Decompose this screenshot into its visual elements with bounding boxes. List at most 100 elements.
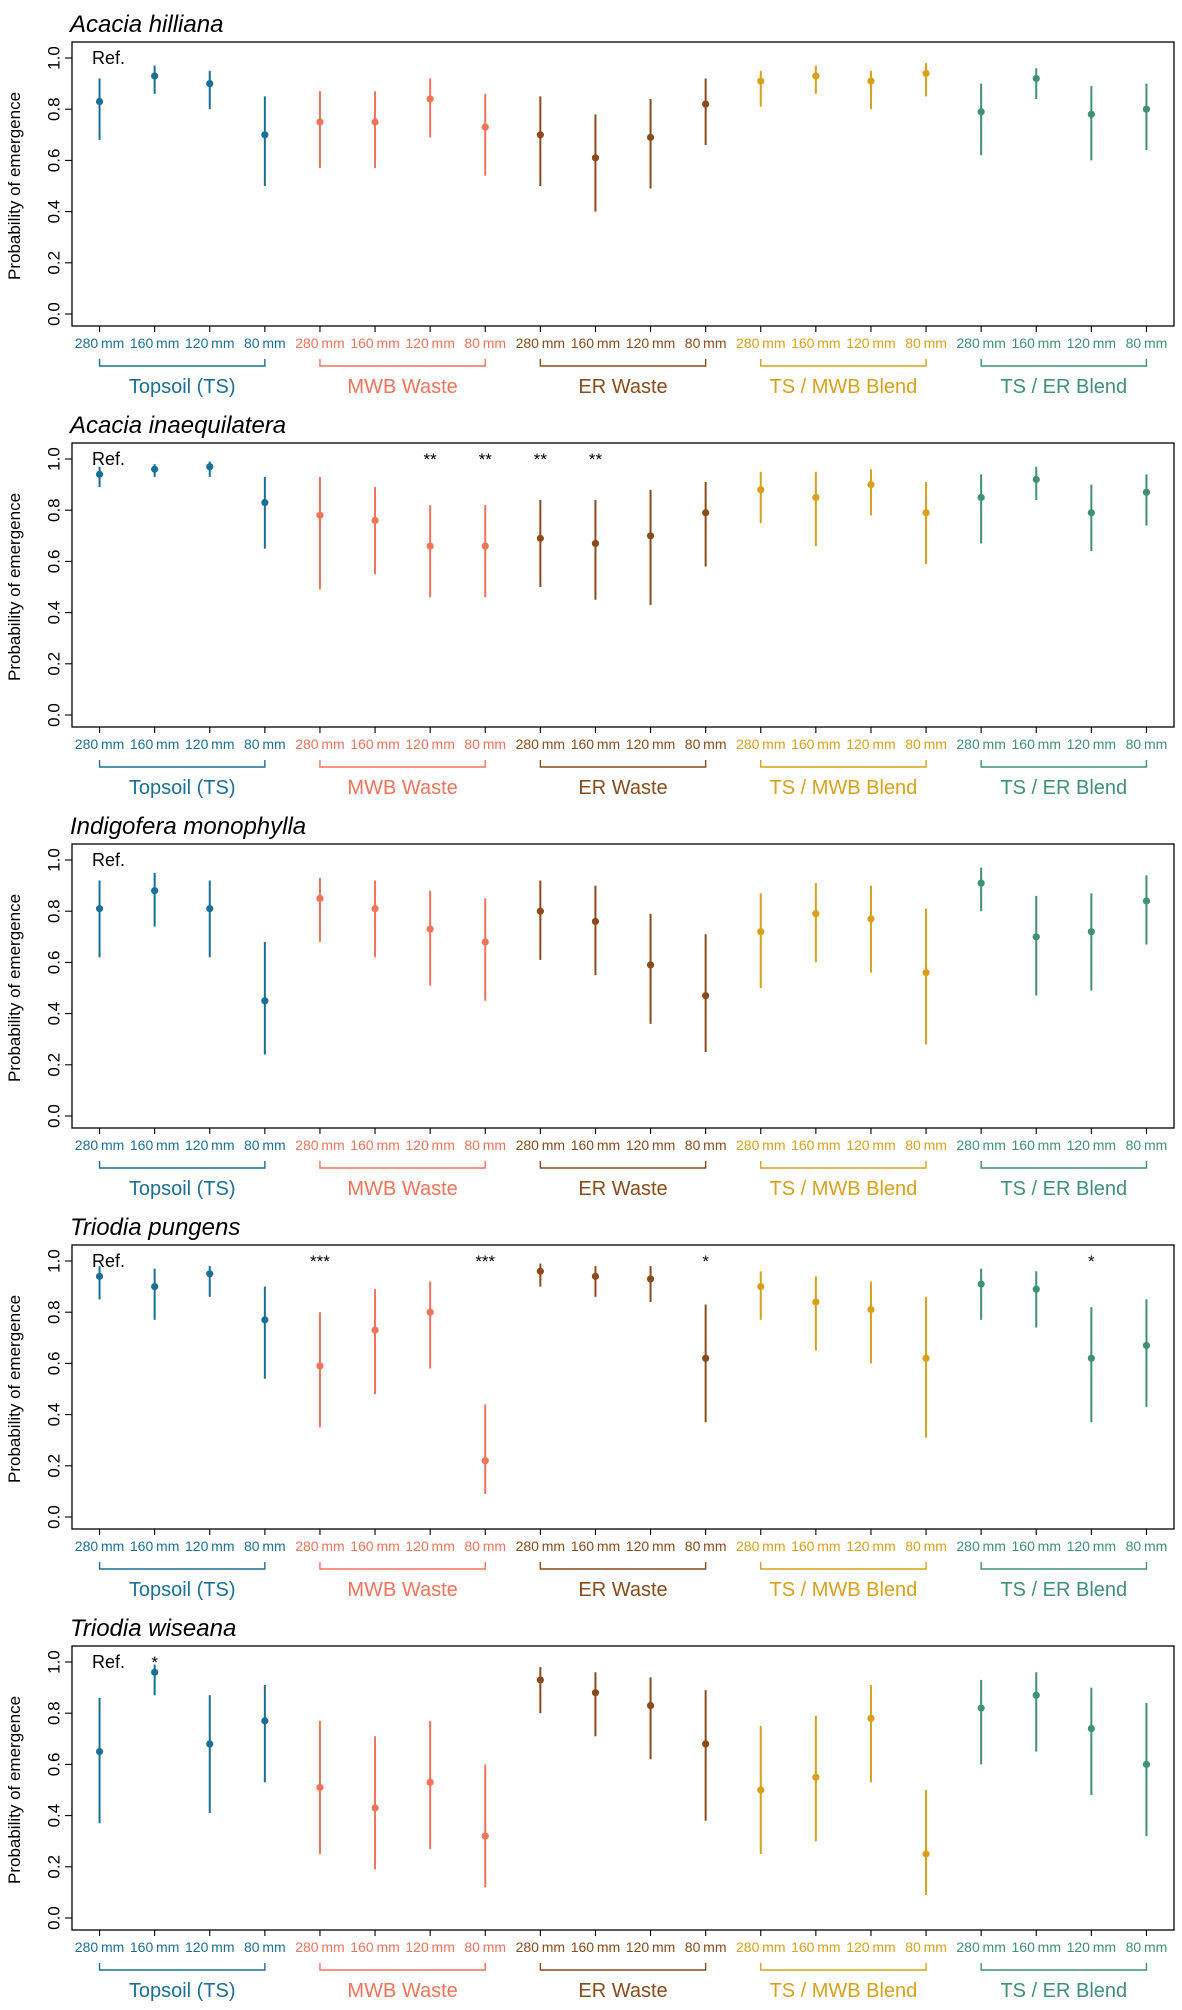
y-tick-label: 0.6	[44, 1352, 63, 1376]
depth-label: 120 mm	[846, 1939, 896, 1955]
group-label: TS / ER Blend	[1000, 1980, 1127, 2002]
depth-label: 280 mm	[75, 1538, 125, 1554]
data-point	[1032, 1691, 1040, 1699]
depth-label: 160 mm	[130, 335, 180, 351]
group-bracket	[98, 1161, 266, 1169]
group-label: TS / ER Blend	[1000, 376, 1127, 398]
data-point	[316, 511, 324, 519]
y-axis-title: Probability of emergence	[5, 1696, 24, 1884]
depth-label: 280 mm	[736, 1538, 786, 1554]
panel-2: Acacia inaequilatera 0.0 0.2 0.4 0.6 0.8 1.0 Pr…	[5, 412, 1175, 799]
y-tick-label: 0.0	[44, 1906, 63, 1930]
data-point	[922, 69, 930, 77]
group-bracket	[539, 1562, 707, 1570]
data-point	[151, 887, 159, 895]
group-bracket	[980, 1963, 1148, 1971]
depth-label: 120 mm	[405, 335, 455, 351]
y-tick-label: 0.4	[44, 1403, 63, 1427]
data-point	[702, 100, 710, 108]
data-point	[1032, 933, 1040, 941]
depth-label: 120 mm	[1067, 1137, 1117, 1153]
depth-label: 280 mm	[736, 1137, 786, 1153]
y-tick-label: 0.2	[44, 1855, 63, 1879]
depth-label: 120 mm	[405, 1137, 455, 1153]
data-point	[1032, 1285, 1040, 1293]
depth-label: 160 mm	[791, 736, 841, 752]
data-point	[867, 1306, 875, 1314]
depth-label: 160 mm	[571, 1939, 621, 1955]
depth-label: 160 mm	[1012, 1538, 1062, 1554]
depth-label: 160 mm	[571, 1137, 621, 1153]
depth-label: 160 mm	[1012, 335, 1062, 351]
data-point	[151, 1283, 159, 1291]
data-point	[481, 938, 489, 946]
significance-mark: *	[151, 1653, 158, 1672]
depth-label: 280 mm	[75, 736, 125, 752]
data-point	[757, 77, 765, 85]
group-label: MWB Waste	[347, 376, 457, 398]
depth-label: 160 mm	[571, 1538, 621, 1554]
data-point	[316, 894, 324, 903]
depth-label: 280 mm	[956, 335, 1006, 351]
group-label: MWB Waste	[347, 777, 457, 799]
data-point	[151, 465, 159, 473]
depth-label: 280 mm	[956, 1939, 1006, 1955]
depth-label: 120 mm	[846, 1137, 896, 1153]
data-point	[536, 1676, 544, 1684]
y-tick-label: 1.0	[44, 46, 63, 70]
data-point	[1087, 509, 1095, 517]
data-point	[812, 1298, 820, 1306]
depth-label: 120 mm	[846, 1538, 896, 1554]
y-tick-label: 0.0	[44, 1104, 63, 1128]
data-point	[1087, 928, 1095, 936]
significance-mark: **	[424, 450, 438, 469]
depth-label: 80 mm	[464, 335, 506, 351]
depth-label: 80 mm	[905, 1939, 947, 1955]
plot-frame	[71, 41, 1175, 327]
group-label: MWB Waste	[347, 1579, 457, 1601]
y-tick-label: 0.0	[44, 703, 63, 727]
group-label: TS / MWB Blend	[769, 1178, 917, 1200]
data-point	[591, 1272, 600, 1280]
depth-label: 280 mm	[516, 1939, 566, 1955]
group-bracket	[319, 1963, 486, 1971]
group-label: ER Waste	[578, 1980, 667, 2002]
depth-label: 280 mm	[295, 1137, 345, 1153]
data-point	[1142, 1760, 1151, 1768]
depth-label: 160 mm	[130, 1538, 180, 1554]
depth-label: 120 mm	[626, 1939, 676, 1955]
group-bracket	[98, 1963, 266, 1971]
y-tick-label: 0.8	[44, 1701, 63, 1725]
depth-label: 160 mm	[791, 1939, 841, 1955]
data-point	[702, 1740, 710, 1748]
significance-mark: *	[1088, 1252, 1095, 1271]
depth-label: 120 mm	[405, 1939, 455, 1955]
depth-label: 160 mm	[350, 1939, 400, 1955]
data-point	[1142, 1341, 1151, 1350]
depth-label: 80 mm	[685, 1137, 727, 1153]
depth-label: 160 mm	[350, 335, 400, 351]
data-point	[261, 997, 269, 1005]
data-point	[371, 905, 379, 913]
data-point	[536, 907, 544, 915]
data-point	[757, 486, 765, 494]
y-tick-label: 0.4	[44, 200, 63, 224]
depth-label: 280 mm	[295, 1538, 345, 1554]
data-point	[812, 72, 820, 80]
depth-label: 160 mm	[1012, 1137, 1062, 1153]
depth-label: 120 mm	[405, 1538, 455, 1554]
data-point	[1142, 897, 1151, 905]
data-point	[316, 118, 324, 126]
data-point	[977, 879, 985, 887]
depth-label: 120 mm	[185, 1137, 235, 1153]
panel-5: Triodia wiseana 0.0 0.2 0.4 0.6 0.8 1.0 Probabi…	[5, 1615, 1175, 2002]
depth-label: 160 mm	[791, 335, 841, 351]
group-label: Topsoil (TS)	[129, 1579, 236, 1601]
data-point	[702, 509, 710, 517]
data-point	[1087, 110, 1095, 118]
group-label: Topsoil (TS)	[129, 1980, 236, 2002]
plot-frame	[71, 1645, 1175, 1931]
depth-label: 120 mm	[626, 1137, 676, 1153]
depth-label: 280 mm	[736, 736, 786, 752]
data-point	[426, 1778, 434, 1786]
